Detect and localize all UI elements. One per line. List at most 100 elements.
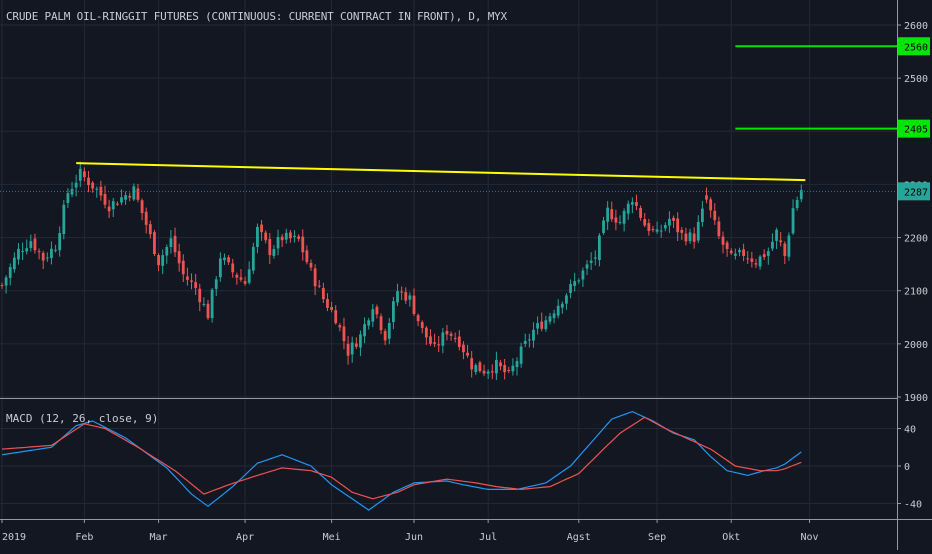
candle-97 bbox=[400, 286, 404, 301]
time-tick-label-Mei: Mei bbox=[323, 532, 341, 543]
candle-158 bbox=[651, 225, 655, 233]
candle-110 bbox=[453, 332, 457, 343]
price-tick-label-2600: 2600 bbox=[904, 21, 928, 32]
candle-body bbox=[387, 323, 391, 339]
candle-182 bbox=[750, 251, 754, 268]
candle-167 bbox=[688, 228, 692, 244]
candle-34 bbox=[140, 198, 144, 221]
candle-body bbox=[573, 281, 577, 286]
candle-body bbox=[4, 277, 8, 286]
candle-body bbox=[775, 229, 778, 241]
candle-67 bbox=[276, 229, 280, 256]
candle-79 bbox=[326, 293, 329, 312]
price-label-2560: 2560 bbox=[904, 42, 928, 53]
candle-9 bbox=[37, 248, 41, 260]
candle-body bbox=[589, 260, 593, 263]
candle-13 bbox=[54, 244, 57, 253]
candle-48 bbox=[198, 283, 202, 312]
candle-95 bbox=[392, 296, 395, 330]
candle-152 bbox=[626, 200, 630, 220]
candle-body bbox=[115, 203, 119, 205]
candle-body bbox=[795, 200, 799, 208]
candle-131 bbox=[540, 312, 544, 332]
candle-body bbox=[301, 236, 305, 253]
candle-193 bbox=[795, 196, 799, 211]
candle-163 bbox=[672, 215, 675, 228]
candle-130 bbox=[536, 316, 539, 335]
candle-body bbox=[326, 299, 329, 308]
candle-90 bbox=[371, 303, 375, 328]
candle-body bbox=[552, 313, 556, 319]
candle-body bbox=[177, 251, 181, 264]
candle-body bbox=[610, 209, 614, 220]
candle-180 bbox=[742, 243, 745, 262]
candle-5 bbox=[21, 242, 24, 261]
candle-body bbox=[247, 269, 251, 283]
candle-134 bbox=[552, 309, 556, 324]
candle-21 bbox=[87, 171, 90, 193]
candle-body bbox=[721, 236, 725, 245]
candle-30 bbox=[124, 191, 127, 205]
candle-body bbox=[478, 362, 482, 372]
candle-body bbox=[742, 249, 745, 256]
candle-179 bbox=[738, 247, 741, 257]
candle-body bbox=[758, 256, 762, 267]
candle-73 bbox=[301, 229, 305, 261]
candle-74 bbox=[305, 245, 309, 265]
candle-body bbox=[21, 251, 24, 253]
candle-body bbox=[577, 280, 581, 282]
candle-body bbox=[532, 329, 535, 341]
candle-body bbox=[161, 255, 165, 266]
candle-124 bbox=[511, 358, 515, 376]
candle-body bbox=[445, 330, 449, 335]
candle-body bbox=[313, 268, 317, 287]
time-tick-label-Okt: Okt bbox=[722, 532, 740, 543]
candle-body bbox=[256, 226, 259, 247]
time-tick-label-Sep: Sep bbox=[648, 532, 666, 543]
candle-body bbox=[227, 257, 230, 263]
candle-body bbox=[206, 303, 210, 319]
candle-137 bbox=[565, 293, 568, 310]
candle-149 bbox=[614, 209, 618, 231]
candle-body bbox=[153, 232, 156, 255]
candle-body bbox=[367, 320, 371, 326]
candle-93 bbox=[383, 328, 387, 346]
candle-body bbox=[243, 281, 247, 284]
candle-body bbox=[433, 342, 436, 344]
candle-body bbox=[293, 235, 296, 237]
candle-168 bbox=[692, 227, 696, 249]
candle-178 bbox=[733, 248, 737, 260]
candle-160 bbox=[659, 224, 663, 238]
candle-154 bbox=[635, 194, 638, 211]
candle-164 bbox=[676, 212, 680, 242]
candle-81 bbox=[334, 305, 338, 325]
candle-body bbox=[424, 327, 428, 338]
candle-body bbox=[688, 232, 692, 241]
candle-77 bbox=[317, 279, 321, 289]
candle-89 bbox=[367, 317, 371, 330]
candle-125 bbox=[515, 357, 519, 376]
candle-12 bbox=[50, 241, 53, 265]
candle-37 bbox=[153, 229, 156, 257]
candle-body bbox=[251, 246, 255, 271]
candle-96 bbox=[396, 283, 399, 307]
candle-body bbox=[548, 316, 552, 322]
candle-173 bbox=[713, 203, 717, 225]
candle-body bbox=[499, 362, 502, 367]
macd-tick-label--40: -40 bbox=[904, 500, 922, 511]
candle-body bbox=[338, 325, 342, 328]
candle-body bbox=[684, 233, 688, 242]
candle-171 bbox=[705, 187, 708, 204]
candle-body bbox=[363, 324, 366, 337]
candle-191 bbox=[787, 232, 791, 261]
candle-body bbox=[186, 276, 189, 280]
candle-122 bbox=[503, 358, 507, 380]
candle-body bbox=[62, 204, 66, 235]
candle-body bbox=[676, 218, 680, 233]
candle-body bbox=[466, 352, 469, 356]
price-label-box-2405 bbox=[898, 119, 930, 138]
candle-body bbox=[725, 242, 729, 250]
candle-151 bbox=[622, 208, 626, 232]
